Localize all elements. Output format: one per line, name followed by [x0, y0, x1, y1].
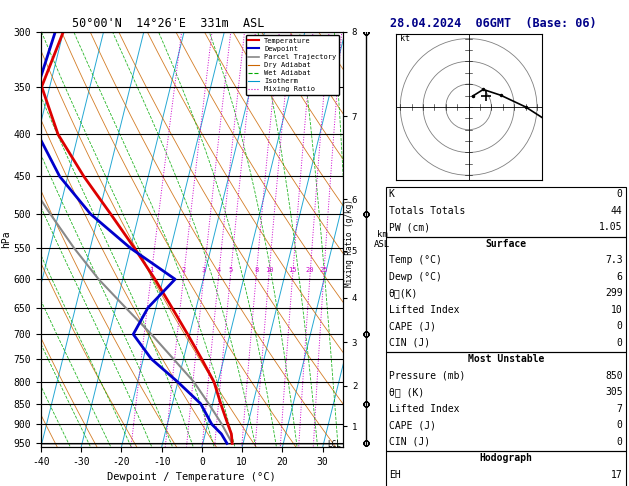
Text: 10: 10 — [265, 267, 274, 273]
Text: 2: 2 — [182, 267, 186, 273]
Text: Dewp (°C): Dewp (°C) — [389, 272, 442, 282]
Text: CAPE (J): CAPE (J) — [389, 420, 436, 431]
Text: 305: 305 — [605, 387, 623, 398]
Legend: Temperature, Dewpoint, Parcel Trajectory, Dry Adiabat, Wet Adiabat, Isotherm, Mi: Temperature, Dewpoint, Parcel Trajectory… — [245, 35, 339, 95]
Text: Temp (°C): Temp (°C) — [389, 255, 442, 265]
Text: EH: EH — [389, 470, 401, 480]
Text: 6: 6 — [617, 272, 623, 282]
Text: 8: 8 — [254, 267, 259, 273]
Text: 0: 0 — [617, 338, 623, 348]
Text: 17: 17 — [611, 470, 623, 480]
Text: 44: 44 — [611, 206, 623, 216]
Text: Surface: Surface — [485, 239, 526, 249]
Text: 20: 20 — [306, 267, 314, 273]
Text: 1.05: 1.05 — [599, 222, 623, 232]
Text: θᴇ (K): θᴇ (K) — [389, 387, 424, 398]
Title: 50°00'N  14°26'E  331m  ASL: 50°00'N 14°26'E 331m ASL — [72, 17, 264, 31]
Text: Totals Totals: Totals Totals — [389, 206, 465, 216]
Text: 28.04.2024  06GMT  (Base: 06): 28.04.2024 06GMT (Base: 06) — [391, 17, 597, 30]
Text: Pressure (mb): Pressure (mb) — [389, 371, 465, 381]
Text: K: K — [389, 189, 394, 199]
Text: 5: 5 — [228, 267, 233, 273]
Text: 0: 0 — [617, 420, 623, 431]
Y-axis label: km
ASL: km ASL — [374, 230, 390, 249]
Text: 3: 3 — [202, 267, 206, 273]
Text: 10: 10 — [611, 305, 623, 315]
Text: 7.3: 7.3 — [605, 255, 623, 265]
Text: 7: 7 — [617, 404, 623, 414]
Text: kt: kt — [400, 34, 410, 43]
Text: 0: 0 — [617, 189, 623, 199]
Text: Lifted Index: Lifted Index — [389, 305, 459, 315]
Text: Hodograph: Hodograph — [479, 453, 532, 464]
Text: 0: 0 — [617, 321, 623, 331]
Text: CIN (J): CIN (J) — [389, 338, 430, 348]
X-axis label: Dewpoint / Temperature (°C): Dewpoint / Temperature (°C) — [108, 472, 276, 483]
Text: 0: 0 — [617, 437, 623, 447]
Text: LCL: LCL — [328, 440, 342, 449]
Text: CIN (J): CIN (J) — [389, 437, 430, 447]
Text: PW (cm): PW (cm) — [389, 222, 430, 232]
Y-axis label: hPa: hPa — [1, 230, 11, 248]
Text: 1: 1 — [149, 267, 153, 273]
Text: 15: 15 — [289, 267, 297, 273]
Text: Lifted Index: Lifted Index — [389, 404, 459, 414]
Text: Most Unstable: Most Unstable — [467, 354, 544, 364]
Text: CAPE (J): CAPE (J) — [389, 321, 436, 331]
Text: Mixing Ratio (g/kg): Mixing Ratio (g/kg) — [345, 199, 353, 287]
Text: 4: 4 — [217, 267, 221, 273]
Text: θᴇ(K): θᴇ(K) — [389, 288, 418, 298]
Text: 25: 25 — [320, 267, 328, 273]
Text: 850: 850 — [605, 371, 623, 381]
Text: 299: 299 — [605, 288, 623, 298]
